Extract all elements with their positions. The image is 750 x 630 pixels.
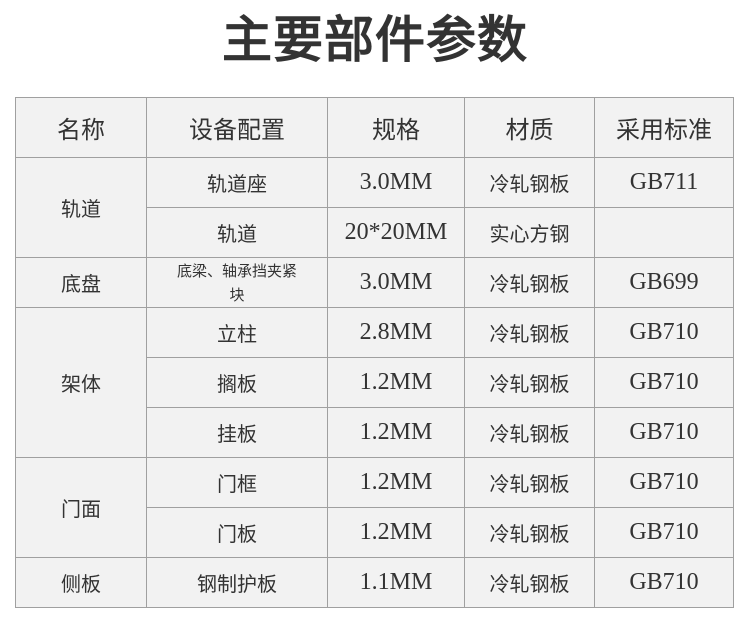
spec-cell: 20*20MM <box>327 207 465 258</box>
config-cell: 钢制护板 <box>146 557 328 608</box>
material-cell: 冷轧钢板 <box>464 357 595 408</box>
config-cell: 门板 <box>146 507 328 558</box>
material-cell: 冷轧钢板 <box>464 507 595 558</box>
group-name-cell: 架体 <box>15 307 147 458</box>
spec-cell: 2.8MM <box>327 307 465 358</box>
config-cell: 底梁、轴承挡夹紧块 <box>146 257 328 308</box>
config-cell: 挂板 <box>146 407 328 458</box>
spec-cell: 1.2MM <box>327 357 465 408</box>
standard-cell <box>594 207 734 258</box>
standard-cell: GB711 <box>594 157 734 208</box>
table-row: 门板 1.2MM 冷轧钢板 GB710 <box>16 507 734 558</box>
config-cell: 轨道座 <box>146 157 328 208</box>
table-row: 搁板 1.2MM 冷轧钢板 GB710 <box>16 357 734 408</box>
spec-cell: 1.1MM <box>327 557 465 608</box>
config-cell: 搁板 <box>146 357 328 408</box>
material-cell: 冷轧钢板 <box>464 257 595 308</box>
group-name-cell: 轨道 <box>15 157 147 258</box>
table-header-row: 名称 设备配置 规格 材质 采用标准 <box>15 97 734 158</box>
standard-cell: GB710 <box>594 307 734 358</box>
standard-cell: GB699 <box>594 257 734 308</box>
material-cell: 实心方钢 <box>464 207 595 258</box>
config-cell: 门框 <box>146 457 328 508</box>
material-cell: 冷轧钢板 <box>464 457 595 508</box>
group-name-cell: 门面 <box>15 457 147 558</box>
table-row: 挂板 1.2MM 冷轧钢板 GB710 <box>16 407 734 458</box>
config-cell: 轨道 <box>146 207 328 258</box>
config-cell: 立柱 <box>146 307 328 358</box>
table-row: 门面 门框 1.2MM 冷轧钢板 GB710 <box>15 457 734 558</box>
group-name-cell: 侧板 <box>15 557 147 608</box>
table-row: 架体 立柱 2.8MM 冷轧钢板 GB710 <box>15 307 734 458</box>
standard-cell: GB710 <box>594 357 734 408</box>
material-cell: 冷轧钢板 <box>464 557 595 608</box>
table-row: 轨道 轨道座 3.0MM 冷轧钢板 GB711 <box>15 157 734 258</box>
page-title: 主要部件参数 <box>222 11 528 69</box>
standard-cell: GB710 <box>594 507 734 558</box>
column-header: 采用标准 <box>594 97 734 158</box>
material-cell: 冷轧钢板 <box>464 307 595 358</box>
table-row: 侧板 钢制护板 1.1MM 冷轧钢板 GB710 <box>15 557 734 608</box>
parts-spec-table: 名称 设备配置 规格 材质 采用标准 轨道 轨道座 3.0MM 冷轧钢板 GB711 轨道 20*2… <box>15 97 734 608</box>
standard-cell: GB710 <box>594 457 734 508</box>
column-header: 设备配置 <box>146 97 328 158</box>
spec-cell: 1.2MM <box>327 407 465 458</box>
spec-cell: 3.0MM <box>327 157 465 208</box>
column-header: 规格 <box>327 97 465 158</box>
material-cell: 冷轧钢板 <box>464 407 595 458</box>
table-row: 底盘 底梁、轴承挡夹紧块 3.0MM 冷轧钢板 GB699 <box>15 257 734 308</box>
standard-cell: GB710 <box>594 557 734 608</box>
column-header: 材质 <box>464 97 595 158</box>
spec-cell: 3.0MM <box>327 257 465 308</box>
spec-cell: 1.2MM <box>327 507 465 558</box>
spec-cell: 1.2MM <box>327 457 465 508</box>
standard-cell: GB710 <box>594 407 734 458</box>
material-cell: 冷轧钢板 <box>464 157 595 208</box>
column-header: 名称 <box>15 97 147 158</box>
group-name-cell: 底盘 <box>15 257 147 308</box>
